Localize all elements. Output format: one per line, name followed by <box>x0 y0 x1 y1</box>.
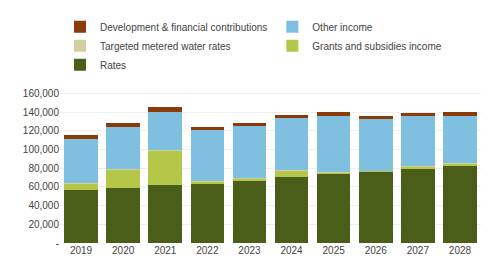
svg-text:2020: 2020 <box>112 245 135 256</box>
svg-text:80,000: 80,000 <box>28 163 59 174</box>
svg-text:20,000: 20,000 <box>28 219 59 230</box>
svg-text:2028: 2028 <box>449 245 472 256</box>
svg-text:2021: 2021 <box>154 245 177 256</box>
svg-text:100,000: 100,000 <box>23 144 60 155</box>
svg-text:40,000: 40,000 <box>28 200 59 211</box>
svg-text:2019: 2019 <box>70 245 93 256</box>
svg-text:60,000: 60,000 <box>28 181 59 192</box>
svg-text:Grants and subsidies income: Grants and subsidies income <box>312 41 441 52</box>
svg-text:160,000: 160,000 <box>23 88 60 99</box>
svg-text:2025: 2025 <box>323 245 346 256</box>
svg-text:Targeted metered water rates: Targeted metered water rates <box>100 41 231 52</box>
svg-text:2022: 2022 <box>196 245 219 256</box>
svg-text:2023: 2023 <box>238 245 261 256</box>
svg-text:2027: 2027 <box>407 245 430 256</box>
svg-text:-: - <box>56 238 59 249</box>
svg-text:Rates: Rates <box>100 60 126 71</box>
svg-text:140,000: 140,000 <box>23 107 60 118</box>
svg-text:Development & financial contri: Development & financial contributions <box>100 22 267 33</box>
svg-text:120,000: 120,000 <box>23 125 60 136</box>
svg-text:Other income: Other income <box>312 22 372 33</box>
svg-text:2024: 2024 <box>280 245 303 256</box>
svg-text:2026: 2026 <box>365 245 388 256</box>
